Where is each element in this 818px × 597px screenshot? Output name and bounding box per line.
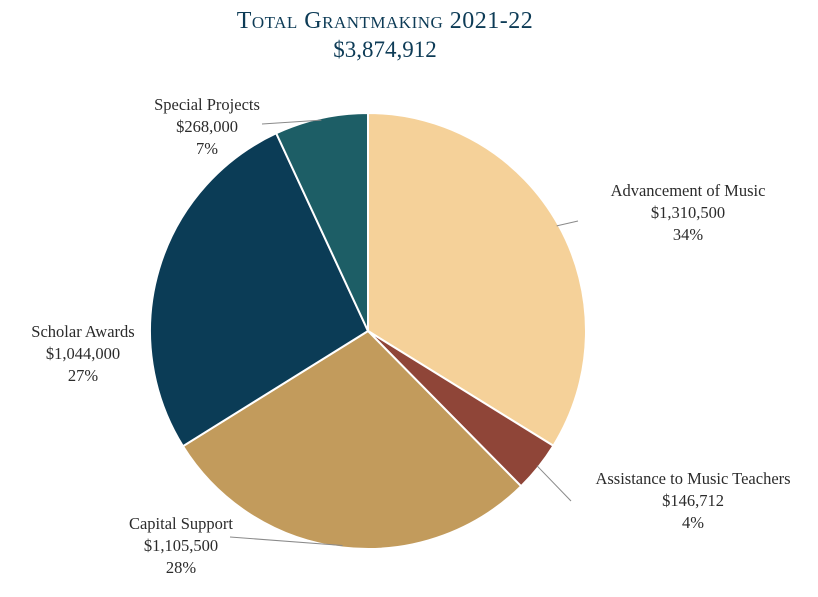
slice-label-percent: 4% [682,513,704,532]
slice-label-percent: 7% [196,139,218,158]
leader-line [536,465,572,502]
pie-slice-special-projects [274,111,369,332]
leader-line [229,536,343,546]
slice-label-percent: 27% [68,366,99,385]
slice-label-name: Special Projects [154,95,260,114]
slice-label-amount: $146,712 [662,491,724,510]
slice-label-amount: $268,000 [176,117,238,136]
pie-slice-capital-support [181,329,523,550]
slice-label-name: Scholar Awards [31,322,134,341]
slice-label-name: Capital Support [129,514,233,533]
slice-label-amount: $1,105,500 [144,536,218,555]
slice-label-name: Advancement of Music [611,181,766,200]
leader-lines [229,119,579,546]
slice-label-amount: $1,044,000 [46,344,120,363]
chart-title: Total Grantmaking 2021-22 [236,8,534,34]
chart-title-block: Total Grantmaking 2021-22 $3,874,912 [0,6,770,64]
pie-slice-scholar-awards [149,131,370,448]
slice-labels: Advancement of Music $1,310,500 34% Assista… [31,95,790,577]
slice-label-percent: 34% [673,225,704,244]
pie-slices [149,111,587,550]
slice-label-amount: $1,310,500 [651,203,725,222]
slice-label-percent: 28% [166,558,197,577]
slice-label-name: Assistance to Music Teachers [595,469,790,488]
leader-line [261,119,322,125]
leader-line [556,220,579,227]
chart-subtitle: $3,874,912 [333,37,437,62]
pie-slice-advancement-of-music [367,111,587,448]
